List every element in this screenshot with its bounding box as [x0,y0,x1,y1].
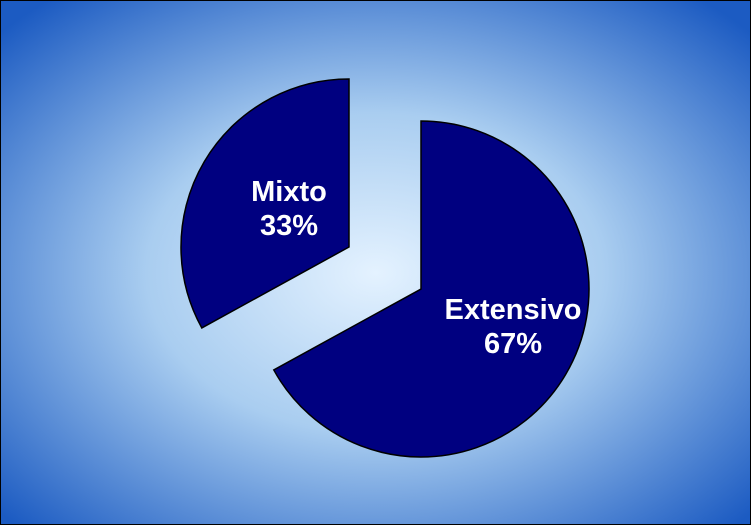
pie-slice-mixto [180,78,350,329]
pie-slice-extensivo [272,120,590,458]
slice-percent-mixto: 33% [260,210,318,242]
slice-percent-extensivo: 67% [484,328,542,360]
slice-label-mixto: Mixto [251,176,327,208]
slice-label-extensivo: Extensivo [445,294,582,326]
